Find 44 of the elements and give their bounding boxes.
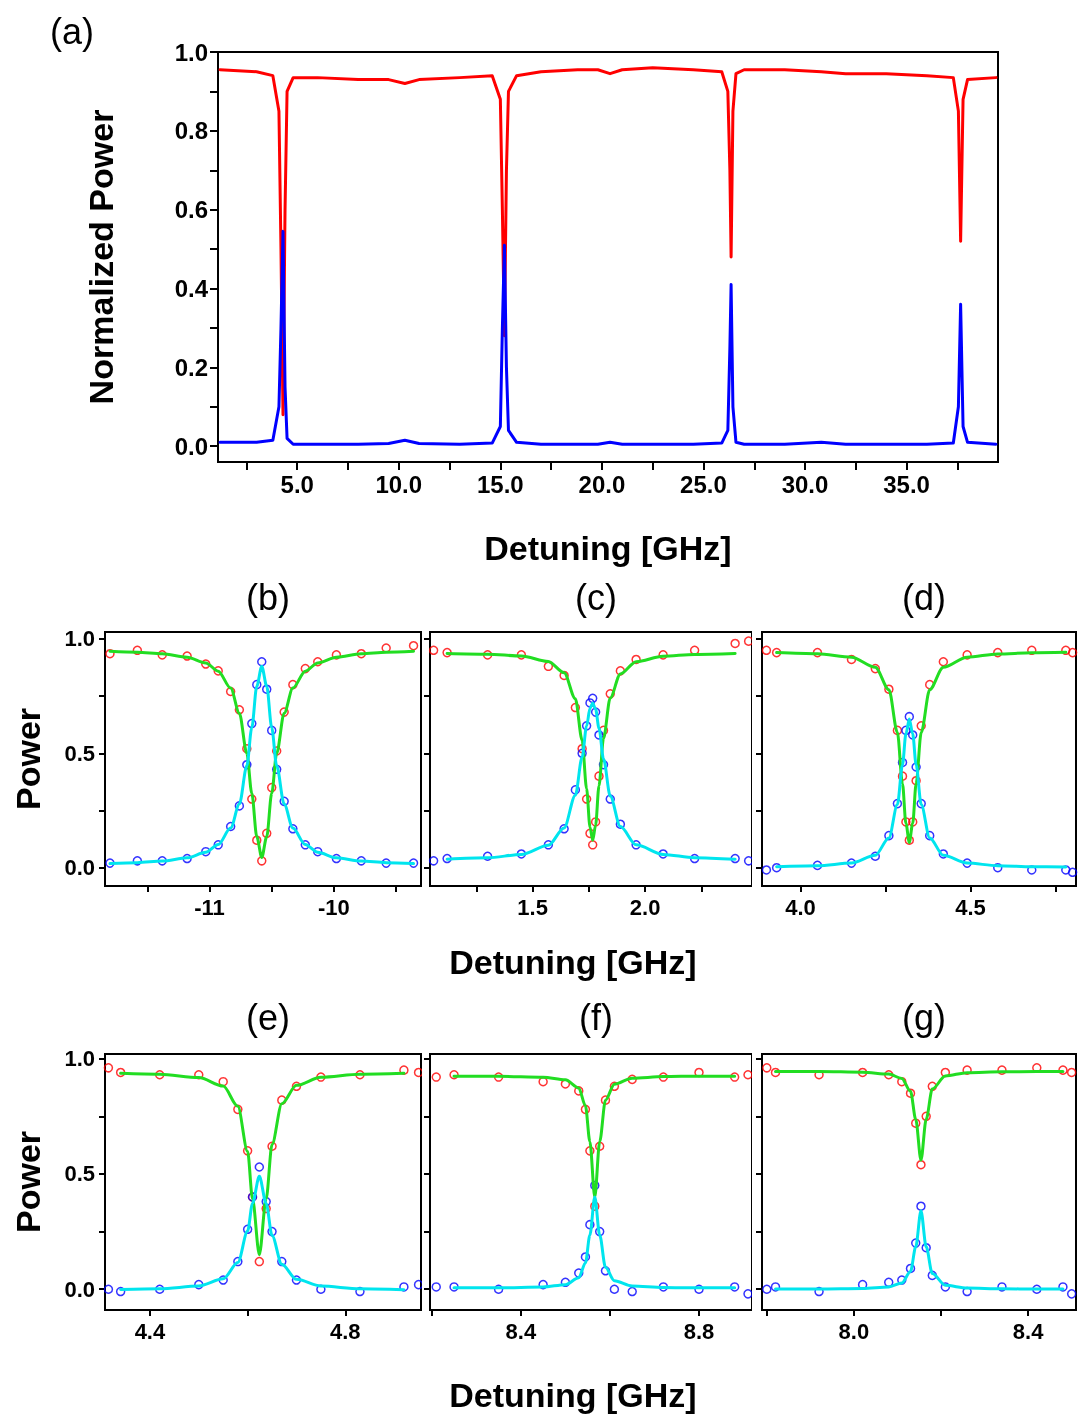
- x-axis-title: Detuning [GHz]: [484, 529, 732, 567]
- y-tick-label: 1.0: [64, 1046, 95, 1072]
- y-tick-label: 0.2: [174, 353, 208, 381]
- x-tick-label: 1.5: [517, 894, 548, 920]
- chart-title: (g): [902, 996, 946, 1038]
- chart-title: (f): [579, 996, 613, 1038]
- x-tick-label: 4.5: [955, 894, 986, 920]
- x-tick-label: 4.4: [134, 1318, 166, 1344]
- y-tick-label: 0.0: [64, 1276, 95, 1302]
- y-tick-label: 0.0: [174, 432, 208, 460]
- y-axis-title: Power: [9, 707, 47, 811]
- x-tick-label: 8.0: [838, 1318, 870, 1344]
- y-axis-title: Normalized Power: [82, 109, 120, 405]
- x-tick-label: 4.8: [330, 1318, 361, 1344]
- x-tick-label: 10.0: [375, 470, 423, 498]
- chart-title: (b): [246, 576, 290, 618]
- chart-title: (a): [50, 10, 94, 52]
- x-tick-label: 15.0: [476, 470, 524, 498]
- x-tick-label: 2.0: [629, 894, 661, 920]
- x-tick-label: 25.0: [680, 470, 727, 498]
- y-tick-label: 1.0: [174, 38, 208, 66]
- x-tick-label: 35.0: [883, 470, 930, 498]
- x-tick-label: -10: [318, 894, 350, 920]
- x-tick-label: 5.0: [280, 470, 314, 498]
- x-axis-title: Detuning [GHz]: [449, 1376, 697, 1414]
- y-tick-label: 0.8: [174, 117, 208, 145]
- x-tick-label: -11: [194, 894, 225, 920]
- chart-title: (c): [575, 576, 617, 618]
- y-tick-label: 0.5: [64, 1161, 95, 1187]
- x-tick-label: 8.4: [1012, 1318, 1045, 1344]
- chart-title: (d): [902, 576, 946, 618]
- y-tick-label: 0.4: [174, 275, 209, 303]
- y-tick-label: 0.0: [64, 855, 95, 881]
- x-tick-label: 8.4: [505, 1318, 537, 1344]
- x-tick-label: 20.0: [578, 470, 626, 498]
- y-tick-label: 1.0: [64, 626, 95, 652]
- y-axis-title: Power: [9, 1130, 47, 1234]
- x-tick-label: 8.8: [683, 1318, 715, 1344]
- chart-title: (e): [246, 996, 290, 1038]
- y-tick-label: 0.5: [64, 740, 95, 766]
- x-tick-label: 30.0: [781, 470, 829, 498]
- x-tick-label: 4.0: [785, 894, 816, 920]
- x-axis-title: Detuning [GHz]: [449, 943, 697, 981]
- y-tick-label: 0.6: [174, 196, 208, 224]
